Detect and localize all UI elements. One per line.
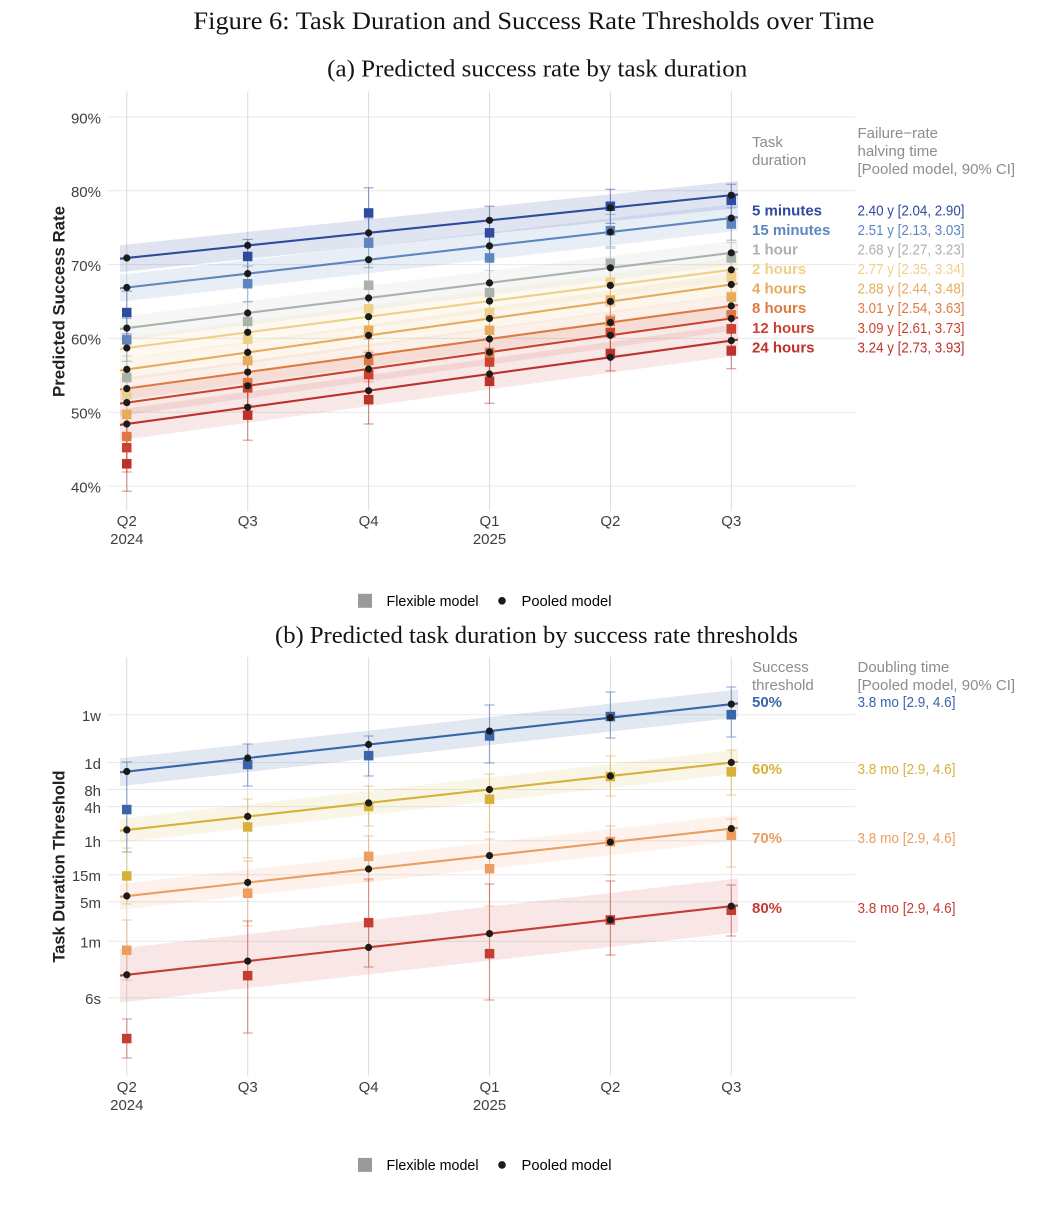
svg-text:1m: 1m: [80, 935, 101, 952]
svg-text:Q2: Q2: [600, 1079, 620, 1096]
svg-text:80%: 80%: [752, 900, 782, 917]
svg-text:60%: 60%: [752, 761, 782, 778]
svg-text:Q4: Q4: [359, 513, 379, 530]
svg-text:[Pooled model, 90% CI]: [Pooled model, 90% CI]: [858, 677, 1016, 694]
svg-text:3.8 mo [2.9, 4.6]: 3.8 mo [2.9, 4.6]: [858, 900, 956, 917]
svg-text:8 hours: 8 hours: [752, 300, 806, 317]
svg-text:8h: 8h: [84, 783, 101, 800]
svg-text:1w: 1w: [82, 708, 101, 725]
svg-text:Doubling time: Doubling time: [858, 659, 950, 676]
svg-text:Q2: Q2: [117, 513, 137, 530]
svg-text:Q3: Q3: [721, 1079, 741, 1096]
svg-text:5m: 5m: [80, 895, 101, 912]
svg-text:15 minutes: 15 minutes: [752, 222, 830, 239]
svg-text:2024: 2024: [110, 1097, 143, 1114]
svg-text:2 hours: 2 hours: [752, 261, 806, 278]
svg-text:Q3: Q3: [238, 1079, 258, 1096]
svg-text:Predicted Success Rate: Predicted Success Rate: [51, 206, 69, 397]
svg-text:Q2: Q2: [600, 513, 620, 530]
svg-text:2024: 2024: [110, 531, 143, 548]
svg-text:Q1: Q1: [479, 513, 499, 530]
svg-text:50%: 50%: [71, 406, 101, 423]
svg-text:2.40 y [2.04, 2.90]: 2.40 y [2.04, 2.90]: [858, 203, 965, 220]
svg-text:3.09 y [2.61, 3.73]: 3.09 y [2.61, 3.73]: [858, 320, 965, 337]
svg-text:Flexible model: Flexible model: [387, 1157, 479, 1174]
svg-text:2.88 y [2.44, 3.48]: 2.88 y [2.44, 3.48]: [858, 281, 965, 298]
svg-text:3.01 y [2.54, 3.63]: 3.01 y [2.54, 3.63]: [858, 300, 965, 317]
svg-text:4 hours: 4 hours: [752, 281, 806, 298]
svg-text:Task: Task: [752, 134, 783, 151]
svg-text:60%: 60%: [71, 332, 101, 349]
svg-text:70%: 70%: [752, 830, 782, 847]
svg-text:2025: 2025: [473, 1097, 506, 1114]
svg-text:5 minutes: 5 minutes: [752, 203, 822, 220]
svg-text:80%: 80%: [71, 184, 101, 201]
svg-text:3.8 mo [2.9, 4.6]: 3.8 mo [2.9, 4.6]: [858, 761, 956, 778]
svg-text:Q4: Q4: [359, 1079, 379, 1096]
svg-text:Q3: Q3: [238, 513, 258, 530]
svg-text:12 hours: 12 hours: [752, 320, 815, 337]
svg-text:3.8 mo [2.9, 4.6]: 3.8 mo [2.9, 4.6]: [858, 830, 956, 847]
svg-text:6s: 6s: [85, 991, 101, 1008]
svg-text:3.8 mo [2.9, 4.6]: 3.8 mo [2.9, 4.6]: [858, 694, 956, 711]
svg-text:halving time: halving time: [858, 143, 938, 160]
svg-text:duration: duration: [752, 152, 806, 169]
svg-text:3.24 y [2.73, 3.93]: 3.24 y [2.73, 3.93]: [858, 339, 965, 356]
svg-text:90%: 90%: [71, 110, 101, 127]
svg-text:Figure 6: Task Duration and Su: Figure 6: Task Duration and Success Rate…: [193, 8, 874, 35]
svg-text:2.68 y [2.27, 3.23]: 2.68 y [2.27, 3.23]: [858, 242, 965, 259]
svg-text:2.77 y [2.35, 3.34]: 2.77 y [2.35, 3.34]: [858, 261, 965, 278]
svg-text:Q2: Q2: [117, 1079, 137, 1096]
svg-text:2025: 2025: [473, 531, 506, 548]
svg-text:50%: 50%: [752, 694, 782, 711]
svg-text:70%: 70%: [71, 258, 101, 275]
svg-text:Pooled model: Pooled model: [522, 593, 612, 610]
svg-text:Task Duration Threshold: Task Duration Threshold: [51, 771, 69, 963]
svg-text:Pooled model: Pooled model: [522, 1157, 612, 1174]
svg-text:(b) Predicted task duration by: (b) Predicted task duration by success r…: [275, 622, 798, 649]
svg-text:threshold: threshold: [752, 677, 814, 694]
svg-text:Q1: Q1: [479, 1079, 499, 1096]
svg-text:2.51 y [2.13, 3.03]: 2.51 y [2.13, 3.03]: [858, 222, 965, 239]
svg-text:Success: Success: [752, 659, 809, 676]
svg-text:4h: 4h: [84, 800, 101, 817]
svg-text:1d: 1d: [84, 756, 101, 773]
svg-text:40%: 40%: [71, 479, 101, 496]
svg-text:(a) Predicted success rate by: (a) Predicted success rate by task durat…: [327, 56, 747, 83]
svg-text:Q3: Q3: [721, 513, 741, 530]
svg-text:1 hour: 1 hour: [752, 242, 798, 259]
svg-text:24 hours: 24 hours: [752, 339, 815, 356]
svg-text:15m: 15m: [72, 868, 101, 885]
svg-text:[Pooled model, 90% CI]: [Pooled model, 90% CI]: [858, 161, 1016, 178]
svg-text:1h: 1h: [84, 834, 101, 851]
svg-text:Failure−rate: Failure−rate: [858, 125, 938, 142]
svg-text:Flexible model: Flexible model: [387, 593, 479, 610]
